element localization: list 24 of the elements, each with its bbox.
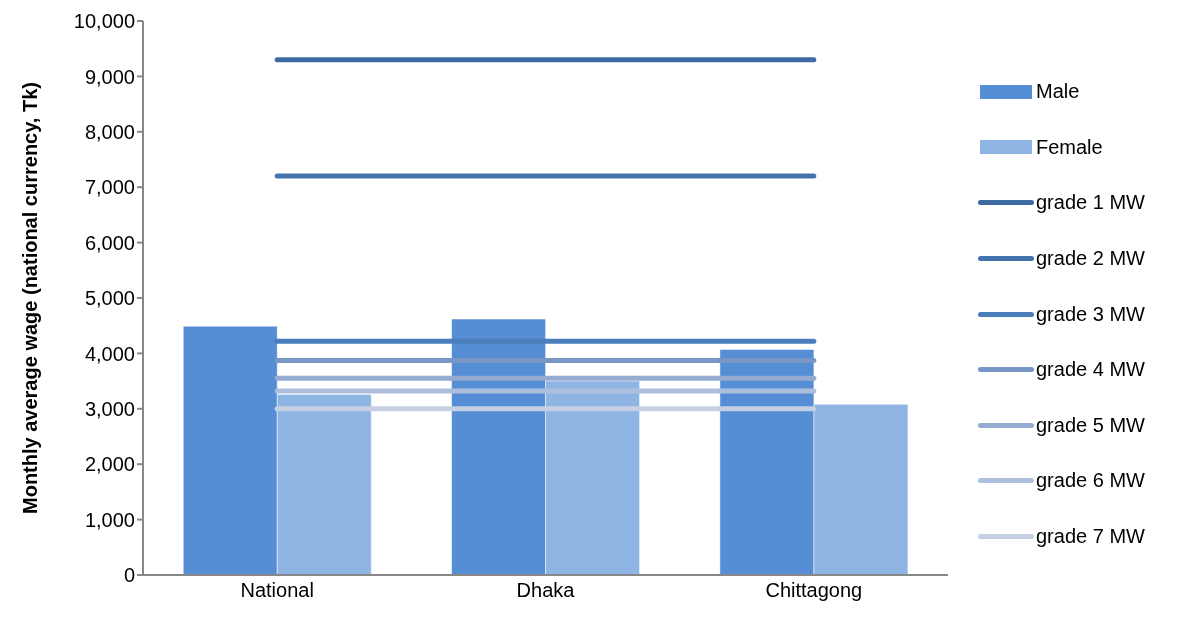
y-tick-label: 1,000 xyxy=(84,508,135,531)
y-tick-label: 0 xyxy=(123,564,135,587)
legend-label: grade 2 MW xyxy=(1036,246,1145,270)
x-tick-label: National xyxy=(240,579,314,602)
legend-label: Female xyxy=(1036,135,1103,159)
x-tick-label: Chittagong xyxy=(765,579,863,602)
legend-label: grade 7 MW xyxy=(1036,524,1145,548)
y-tick-label: 7,000 xyxy=(84,176,135,199)
legend-label: Male xyxy=(1036,80,1080,104)
legend-label: grade 3 MW xyxy=(1036,302,1145,326)
y-tick-label: 4,000 xyxy=(84,342,135,365)
legend-label: grade 5 MW xyxy=(1036,413,1145,437)
y-tick-label: 10,000 xyxy=(73,10,135,33)
y-tick-label: 3,000 xyxy=(84,397,135,420)
y-axis-title: Monthly average wage (national currency, Tk) xyxy=(19,82,42,514)
legend-label: grade 4 MW xyxy=(1036,358,1145,382)
x-tick-label: Dhaka xyxy=(516,579,576,602)
y-tick-label: 8,000 xyxy=(84,120,135,143)
y-tick-label: 5,000 xyxy=(84,287,135,310)
y-tick-label: 6,000 xyxy=(84,231,135,254)
y-tick-label: 9,000 xyxy=(84,65,135,88)
y-tick-label: 2,000 xyxy=(84,453,135,476)
legend-label: grade 1 MW xyxy=(1036,191,1145,215)
legend-label: grade 6 MW xyxy=(1036,469,1145,493)
